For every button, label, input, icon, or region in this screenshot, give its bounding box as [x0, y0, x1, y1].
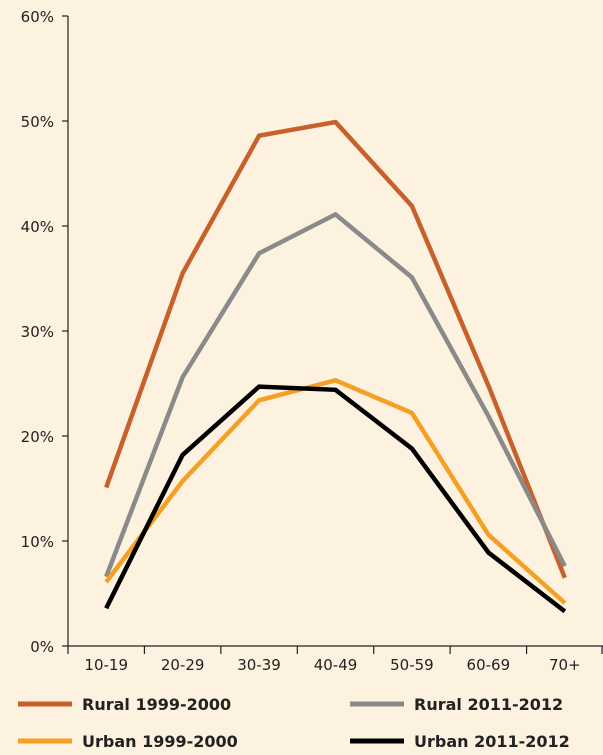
legend-item-4: Urban 2011-2012 [350, 732, 570, 751]
y-axis: 0% 10% 20% 30% 40% 50% 60% [21, 8, 69, 656]
series-line-1 [104, 119, 567, 579]
legend-item-3: Urban 1999-2000 [18, 732, 238, 751]
y-tick-label: 20% [21, 428, 54, 446]
legend-label: Urban 2011-2012 [414, 732, 570, 751]
x-tick-label: 20-29 [161, 656, 205, 674]
x-tick-label: 10-19 [84, 656, 128, 674]
y-tick-label: 50% [21, 113, 54, 131]
legend-label: Rural 1999-2000 [82, 695, 231, 714]
legend-item-2: Rural 2011-2012 [350, 695, 563, 714]
legend: Rural 1999-2000 Rural 2011-2012 Urban 1999… [18, 695, 570, 751]
x-tick-label: 60-69 [467, 656, 511, 674]
legend-item-1: Rural 1999-2000 [18, 695, 231, 714]
series-line-2 [104, 211, 567, 578]
legend-label: Rural 2011-2012 [414, 695, 563, 714]
x-axis: 10-19 20-29 30-39 40-49 50-59 60-69 70+ [67, 645, 603, 674]
x-tick-label: 40-49 [314, 656, 358, 674]
y-tick-label: 10% [21, 533, 54, 551]
y-tick-label: 30% [21, 323, 54, 341]
x-tick-label: 50-59 [390, 656, 434, 674]
series-lines [104, 119, 567, 614]
x-tick-label: 30-39 [237, 656, 281, 674]
y-tick-label: 0% [30, 638, 54, 656]
legend-label: Urban 1999-2000 [82, 732, 238, 751]
y-tick-label: 60% [21, 8, 54, 26]
series-line-3 [104, 377, 567, 605]
y-tick-label: 40% [21, 218, 54, 236]
x-tick-label: 70+ [549, 656, 581, 674]
series-line-4 [104, 384, 567, 614]
